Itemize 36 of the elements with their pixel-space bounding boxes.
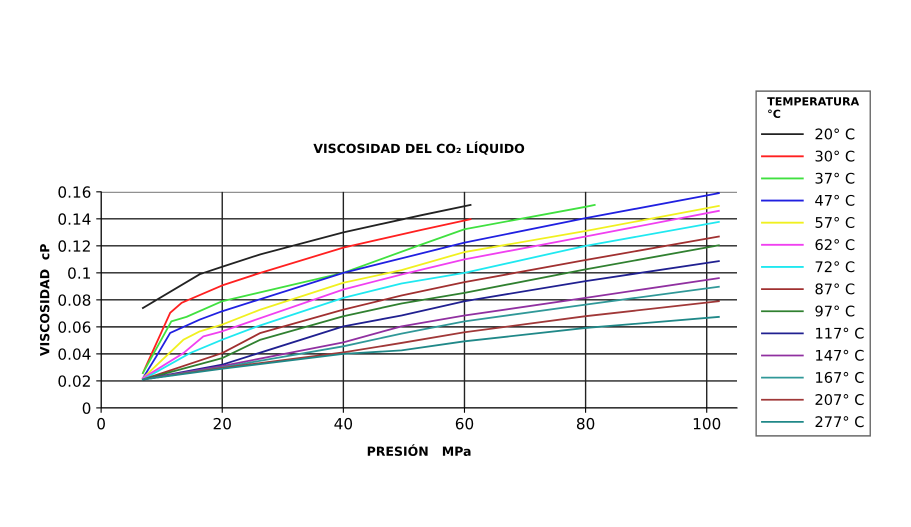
legend-label: 207° C: [816, 394, 864, 406]
y-axis-title: VISCOSIDAD cP: [40, 244, 50, 356]
legend-label: 277° C: [816, 416, 864, 428]
y-tick-label: 0: [82, 402, 90, 414]
line-series: [142, 316, 720, 380]
x-tick-label: 0: [97, 418, 105, 430]
chart-title: VISCOSIDAD DEL CO₂ LÍQUIDO: [313, 141, 524, 155]
legend-label: 167° C: [816, 372, 864, 383]
y-tick-label: 0.14: [58, 213, 91, 225]
legend-label: 117° C: [816, 328, 864, 339]
x-tick-label: 60: [456, 418, 474, 430]
legend-label: 20° C: [816, 128, 854, 140]
y-tick-label: 0.1: [68, 267, 90, 279]
legend-label: 147° C: [816, 350, 864, 361]
y-tick-label: 0.06: [58, 321, 90, 333]
legend-label: 37° C: [816, 172, 854, 184]
x-tick-label: 40: [334, 418, 352, 430]
legend-label: 30° C: [816, 150, 854, 162]
legend-label: 57° C: [816, 216, 854, 228]
line-series: [142, 204, 596, 374]
y-tick-label: 0.12: [58, 240, 90, 252]
y-tick-label: 0.02: [58, 375, 90, 387]
y-tick-label: 0.04: [58, 348, 91, 360]
legend-title: TEMPERATURA °C: [767, 97, 860, 118]
y-tick-label: 0.08: [58, 294, 90, 306]
x-tick-label: 20: [214, 418, 231, 430]
legend-label: 72° C: [816, 261, 854, 272]
legend-label: 62° C: [815, 239, 854, 250]
line-series: [142, 218, 472, 374]
y-tick-label: 0.16: [58, 186, 90, 198]
legend-label: 97° C: [815, 306, 854, 317]
x-axis-title: PRESIÓN MPa: [368, 444, 470, 456]
legend-label: 47° C: [815, 194, 854, 206]
x-tick-label: 100: [694, 418, 720, 430]
legend-label: 87° C: [815, 283, 854, 294]
x-tick-label: 80: [576, 418, 594, 430]
